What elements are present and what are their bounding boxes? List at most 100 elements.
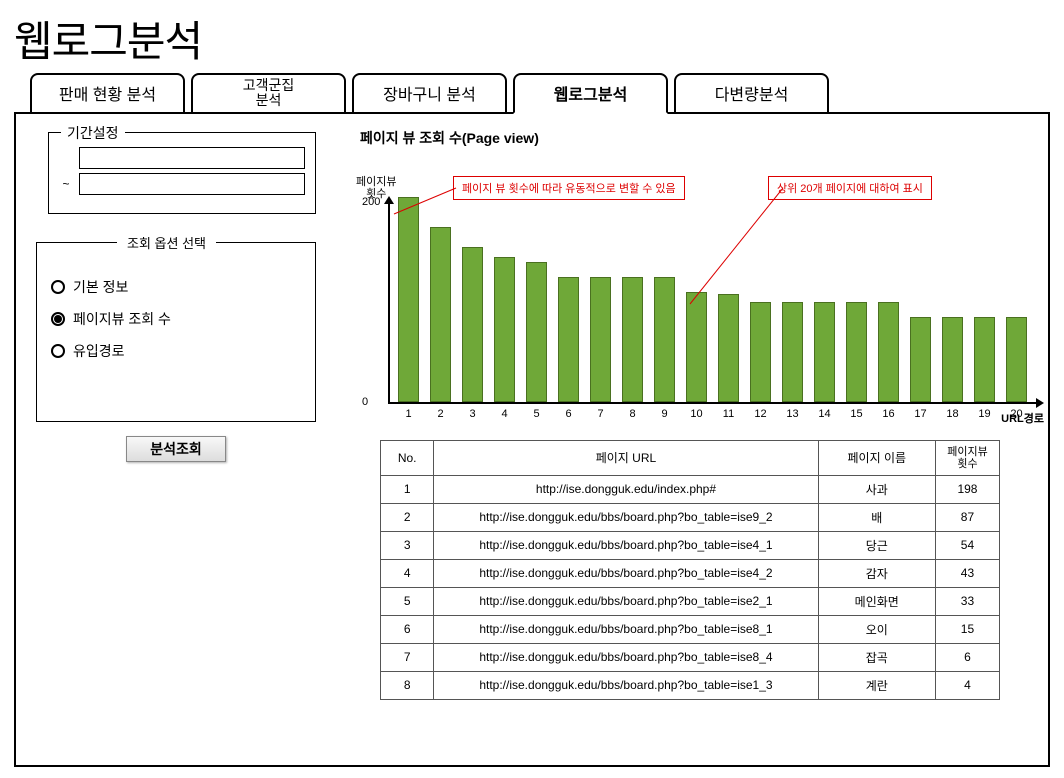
right-pane: 페이지 뷰 조회 수(Page view) 페이지뷰횟수 URL경로 2000 …: [336, 114, 1048, 765]
x-tick-19: 19: [974, 408, 995, 420]
bar-7: [590, 277, 611, 402]
bar-15: [846, 302, 867, 402]
table-row: 7http://ise.dongguk.edu/bbs/board.php?bo…: [381, 643, 1000, 671]
cell-no: 8: [381, 671, 434, 699]
cell-count: 198: [935, 475, 999, 503]
bar-6: [558, 277, 579, 402]
cell-url: http://ise.dongguk.edu/bbs/board.php?bo_…: [434, 643, 818, 671]
cell-no: 4: [381, 559, 434, 587]
annotation-1-line: [388, 192, 458, 222]
cell-url: http://ise.dongguk.edu/bbs/board.php?bo_…: [434, 671, 818, 699]
pageview-table-wrap: No. 페이지 URL 페이지 이름 페이지뷰횟수 1http://ise.do…: [380, 440, 1020, 700]
cell-name: 메인화면: [818, 587, 935, 615]
bar-3: [462, 247, 483, 402]
table-row: 5http://ise.dongguk.edu/bbs/board.php?bo…: [381, 587, 1000, 615]
x-tick-14: 14: [814, 408, 835, 420]
cell-name: 배: [818, 503, 935, 531]
cell-no: 1: [381, 475, 434, 503]
radio-label: 유입경로: [73, 341, 125, 361]
bar-4: [494, 257, 515, 402]
table-row: 1http://ise.dongguk.edu/index.php#사과198: [381, 475, 1000, 503]
x-tick-20: 20: [1006, 408, 1027, 420]
period-legend: 기간설정: [61, 123, 125, 143]
x-tick-3: 3: [462, 408, 483, 420]
bar-8: [622, 277, 643, 402]
tab-3[interactable]: 웹로그분석: [513, 73, 668, 114]
table-row: 4http://ise.dongguk.edu/bbs/board.php?bo…: [381, 559, 1000, 587]
period-fieldset: 기간설정 ~ ~: [48, 132, 316, 214]
x-tick-17: 17: [910, 408, 931, 420]
x-tick-1: 1: [398, 408, 419, 420]
bar-17: [910, 317, 931, 402]
option-radio-2[interactable]: 유입경로: [51, 341, 301, 361]
cell-url: http://ise.dongguk.edu/index.php#: [434, 475, 818, 503]
tab-2[interactable]: 장바구니 분석: [352, 73, 507, 114]
chart-area: 페이지뷰횟수 URL경로 2000 1234567891011121314151…: [358, 152, 1020, 432]
x-tick-11: 11: [718, 408, 739, 420]
tab-bar: 판매 현황 분석고객군집분석장바구니 분석웹로그분석다변량분석: [0, 73, 1064, 114]
x-tick-12: 12: [750, 408, 771, 420]
x-tick-4: 4: [494, 408, 515, 420]
table-row: 3http://ise.dongguk.edu/bbs/board.php?bo…: [381, 531, 1000, 559]
y-tick: 200: [362, 196, 380, 208]
cell-no: 2: [381, 503, 434, 531]
x-tick-2: 2: [430, 408, 451, 420]
bar-12: [750, 302, 771, 402]
cell-url: http://ise.dongguk.edu/bbs/board.php?bo_…: [434, 531, 818, 559]
y-axis-line: [388, 202, 390, 402]
cell-name: 잡곡: [818, 643, 935, 671]
period-to-input[interactable]: [79, 173, 305, 195]
table-row: 8http://ise.dongguk.edu/bbs/board.php?bo…: [381, 671, 1000, 699]
left-pane: 기간설정 ~ ~ 조회 옵션 선택 기본 정보페이지뷰 조회 수유입경로 분석조…: [16, 114, 336, 765]
tab-1[interactable]: 고객군집분석: [191, 73, 346, 114]
main-panel: 기간설정 ~ ~ 조회 옵션 선택 기본 정보페이지뷰 조회 수유입경로 분석조…: [14, 112, 1050, 767]
x-axis-line: [388, 402, 1038, 404]
cell-name: 감자: [818, 559, 935, 587]
options-fieldset: 조회 옵션 선택 기본 정보페이지뷰 조회 수유입경로: [36, 242, 316, 422]
radio-icon: [51, 344, 65, 358]
period-from-input[interactable]: [79, 147, 305, 169]
cell-count: 6: [935, 643, 999, 671]
cell-url: http://ise.dongguk.edu/bbs/board.php?bo_…: [434, 559, 818, 587]
annotation-2-line: [688, 192, 808, 312]
x-tick-9: 9: [654, 408, 675, 420]
th-no: No.: [381, 440, 434, 475]
chart-title: 페이지 뷰 조회 수(Page view): [360, 128, 1020, 148]
cell-url: http://ise.dongguk.edu/bbs/board.php?bo_…: [434, 587, 818, 615]
option-radio-0[interactable]: 기본 정보: [51, 277, 301, 297]
x-tick-15: 15: [846, 408, 867, 420]
x-tick-13: 13: [782, 408, 803, 420]
bar-1: [398, 197, 419, 402]
query-button[interactable]: 분석조회: [126, 436, 226, 462]
radio-label: 기본 정보: [73, 277, 128, 297]
bar-2: [430, 227, 451, 402]
x-tick-5: 5: [526, 408, 547, 420]
cell-no: 5: [381, 587, 434, 615]
tilde-label: ~: [59, 177, 73, 191]
annotation-1: 페이지 뷰 횟수에 따라 유동적으로 변할 수 있음: [453, 176, 685, 200]
x-ticks: 1234567891011121314151617181920: [398, 408, 1038, 420]
cell-count: 33: [935, 587, 999, 615]
radio-icon: [51, 280, 65, 294]
cell-count: 15: [935, 615, 999, 643]
x-tick-6: 6: [558, 408, 579, 420]
bar-19: [974, 317, 995, 402]
tab-4[interactable]: 다변량분석: [674, 73, 829, 114]
x-tick-18: 18: [942, 408, 963, 420]
cell-url: http://ise.dongguk.edu/bbs/board.php?bo_…: [434, 615, 818, 643]
th-count: 페이지뷰횟수: [935, 440, 999, 475]
cell-no: 6: [381, 615, 434, 643]
cell-name: 당근: [818, 531, 935, 559]
radio-label: 페이지뷰 조회 수: [73, 309, 171, 329]
th-url: 페이지 URL: [434, 440, 818, 475]
cell-count: 87: [935, 503, 999, 531]
page-title: 웹로그분석: [0, 0, 1064, 73]
pageview-table: No. 페이지 URL 페이지 이름 페이지뷰횟수 1http://ise.do…: [380, 440, 1000, 700]
option-radio-1[interactable]: 페이지뷰 조회 수: [51, 309, 301, 329]
cell-url: http://ise.dongguk.edu/bbs/board.php?bo_…: [434, 503, 818, 531]
tab-0[interactable]: 판매 현황 분석: [30, 73, 185, 114]
x-tick-10: 10: [686, 408, 707, 420]
bar-16: [878, 302, 899, 402]
cell-name: 계란: [818, 671, 935, 699]
bar-9: [654, 277, 675, 402]
